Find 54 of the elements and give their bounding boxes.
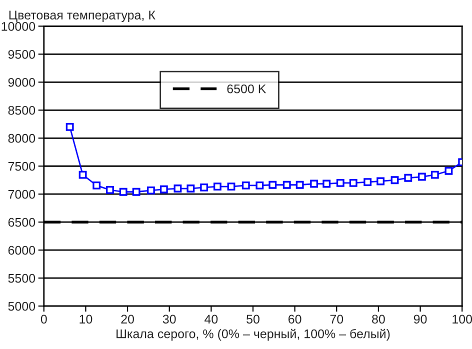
y-tick-label: 10000 — [2, 22, 36, 31]
x-tick-label: 20 — [121, 314, 134, 324]
y-tick-label: 8000 — [8, 134, 36, 143]
x-tick-label: 0 — [40, 314, 47, 324]
point — [227, 182, 236, 191]
x-axis-title: Шкала серого, % (0% – черный, 100% – белый) — [116, 328, 390, 341]
legend-label: 6500 K — [227, 84, 266, 94]
x-tick-label: 90 — [414, 314, 427, 324]
point — [160, 185, 168, 194]
y-tick-label: 7000 — [8, 190, 36, 199]
point — [242, 181, 250, 190]
point — [213, 182, 222, 191]
point — [296, 180, 304, 189]
point — [174, 184, 182, 192]
y-tick-label: 6000 — [8, 246, 36, 255]
point — [78, 170, 87, 179]
y-axis-title: Цветовая температура, К — [9, 10, 156, 22]
point — [349, 178, 358, 187]
point — [146, 186, 155, 194]
point — [336, 178, 344, 187]
y-tick-label: 5000 — [8, 302, 36, 311]
point — [282, 180, 291, 189]
y-tick-label: 5500 — [8, 274, 36, 283]
point — [186, 184, 195, 192]
point — [404, 174, 412, 182]
point — [119, 188, 128, 196]
y-tick-label: 9500 — [8, 50, 36, 59]
point — [376, 177, 384, 186]
y-tick-label: 8500 — [8, 106, 36, 115]
point — [322, 180, 331, 188]
point — [92, 181, 101, 190]
y-tick-label: 7500 — [8, 162, 36, 171]
x-tick-label: 60 — [288, 314, 302, 324]
point — [418, 172, 426, 181]
point — [106, 186, 114, 194]
x-tick-label: 10 — [80, 314, 92, 324]
point — [256, 181, 264, 190]
point — [268, 180, 277, 189]
x-tick-label: 70 — [330, 314, 344, 324]
point — [444, 166, 453, 175]
point — [430, 170, 439, 179]
x-tick-label: 50 — [246, 314, 260, 324]
point — [132, 188, 140, 196]
point — [66, 122, 74, 131]
point — [310, 180, 318, 188]
point — [364, 178, 372, 186]
point — [200, 183, 208, 192]
x-tick-label: 80 — [372, 314, 385, 324]
x-tick-label: 100 — [452, 314, 472, 324]
point — [390, 176, 399, 184]
x-tick-label: 30 — [162, 314, 176, 324]
y-tick-label: 6500 — [8, 218, 36, 227]
y-tick-label: 9000 — [8, 78, 36, 87]
x-tick-label: 40 — [204, 314, 218, 324]
